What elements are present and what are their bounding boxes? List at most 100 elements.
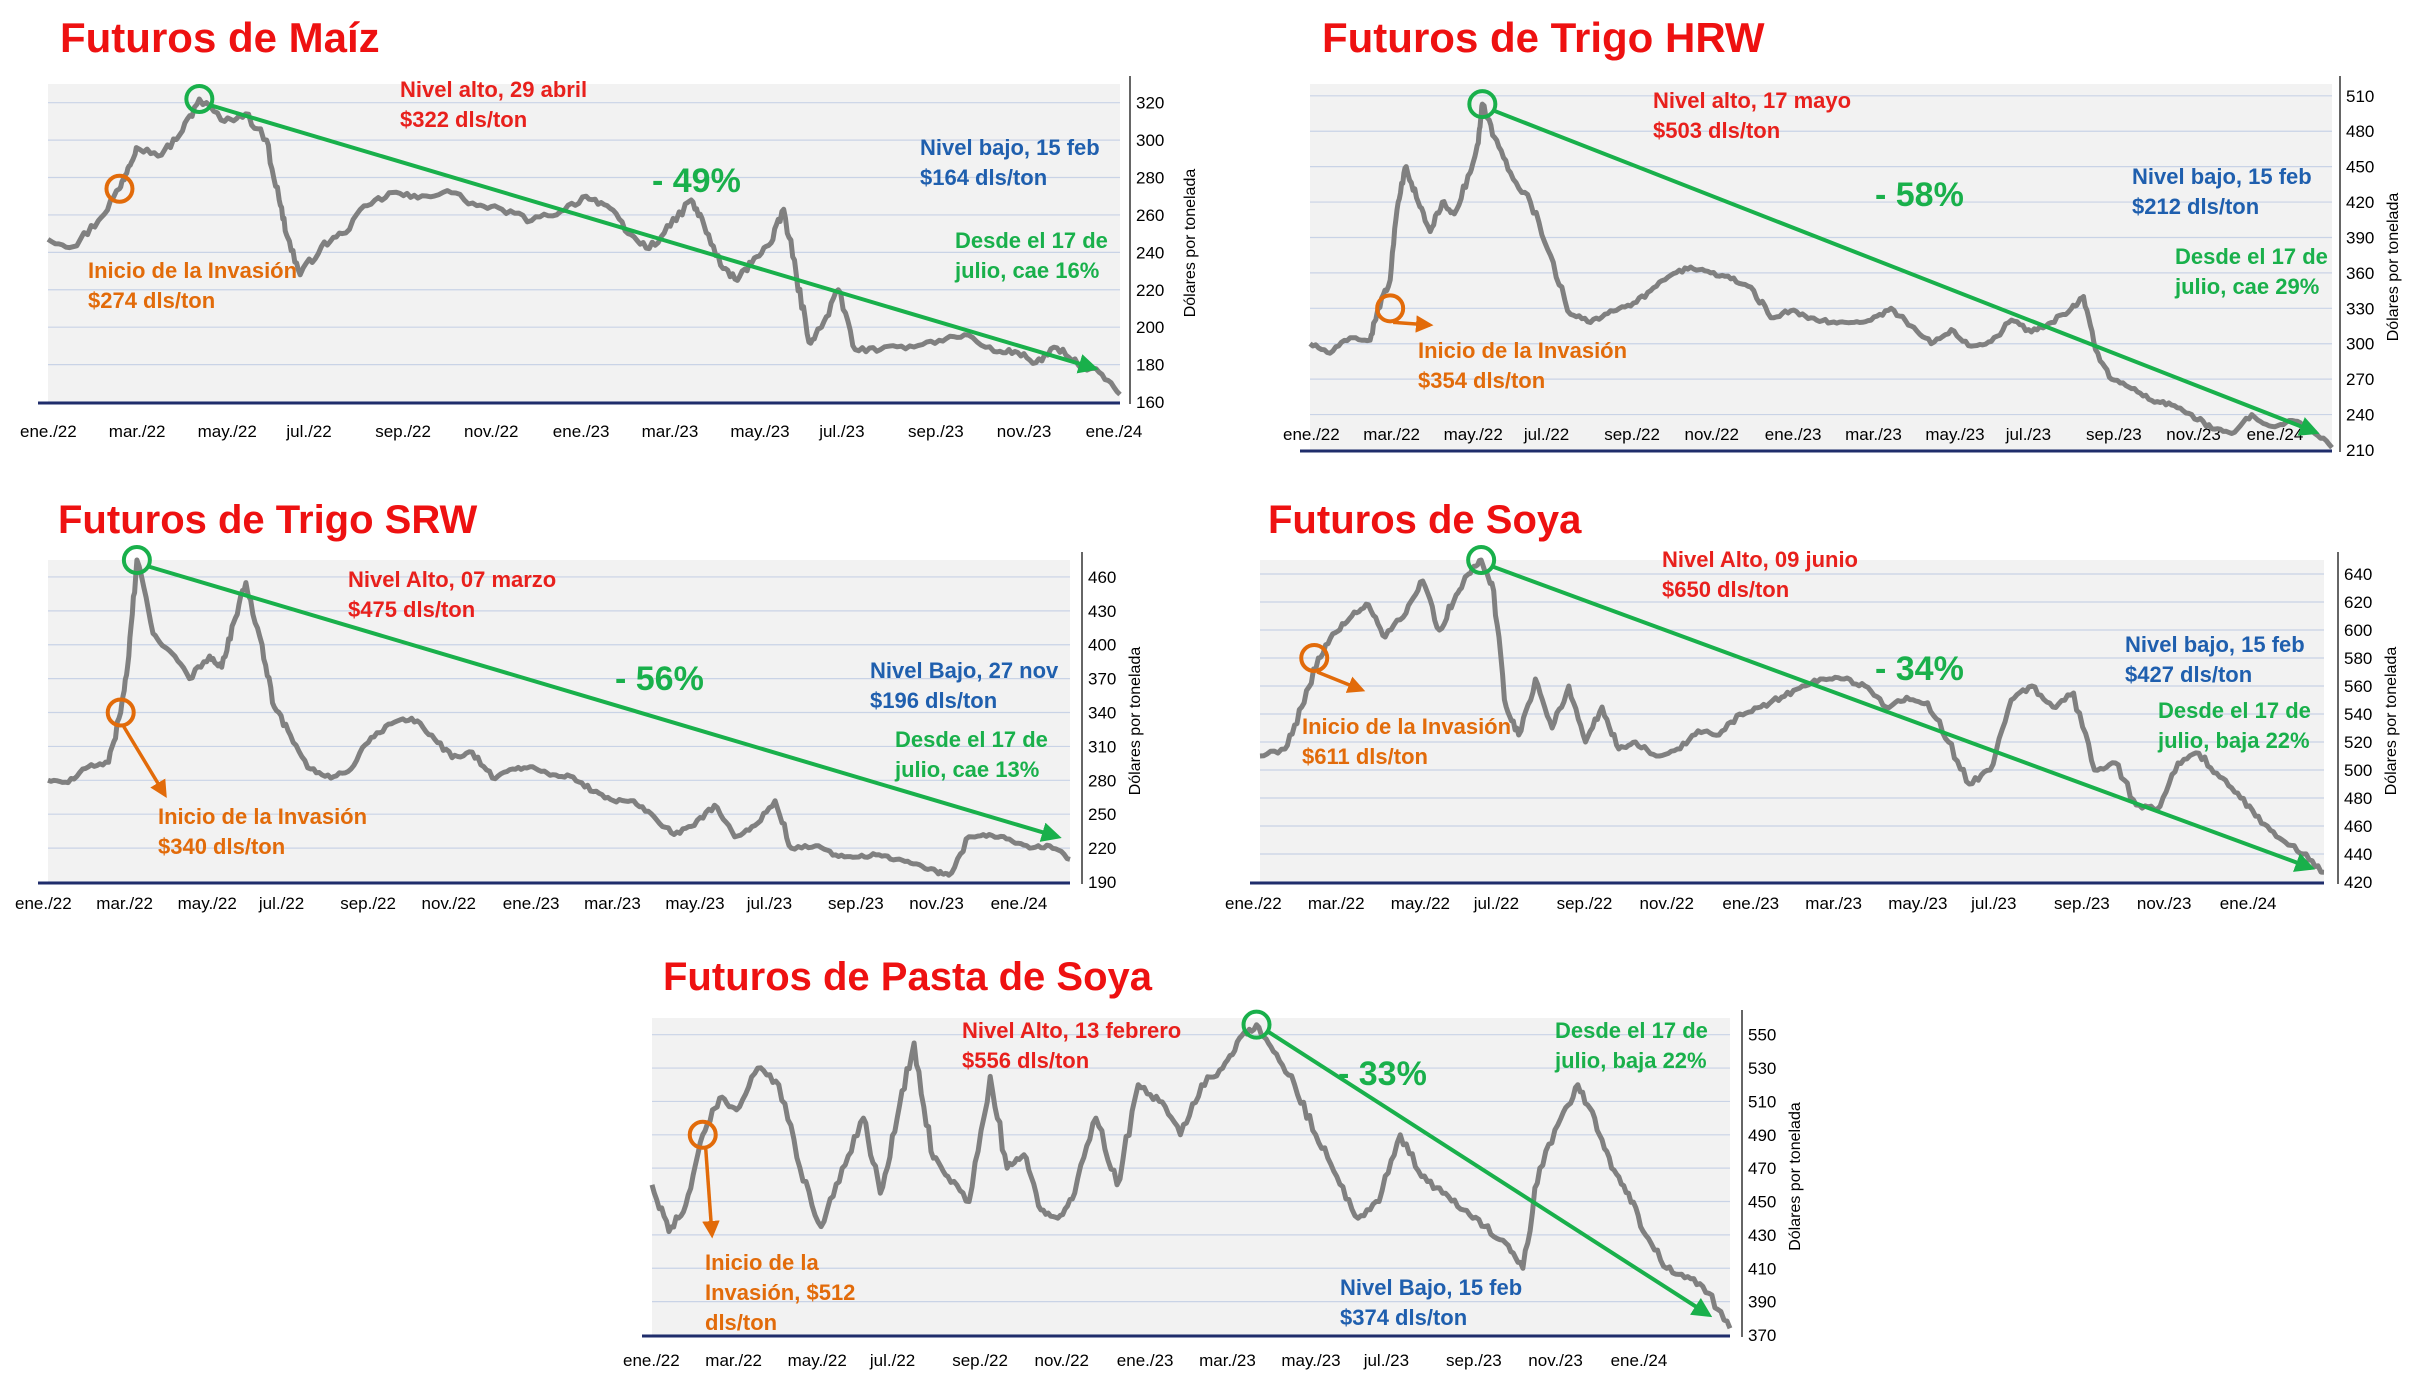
x-tick-label: mar./23: [1805, 894, 1862, 913]
y-tick-label: 260: [1136, 206, 1164, 225]
x-tick-label: may./23: [1281, 1351, 1340, 1370]
x-tick-label: nov./22: [1640, 894, 1695, 913]
plot-area: [652, 1018, 1730, 1335]
y-tick-label: 220: [1088, 839, 1116, 858]
x-tick-label: nov./22: [422, 894, 477, 913]
invasion-marker: [687, 1119, 718, 1150]
y-tick-label: 440: [2344, 845, 2372, 864]
x-tick-label: may./23: [730, 422, 789, 441]
since-july-annotation: Desde el 17 de: [2158, 698, 2311, 723]
y-tick-label: 540: [2344, 705, 2372, 724]
x-tick-label: jul./22: [285, 422, 331, 441]
y-tick-label: 450: [1748, 1193, 1776, 1212]
percent-change-label: - 56%: [615, 660, 704, 698]
x-tick-label: sep./22: [1557, 894, 1613, 913]
y-tick-label: 420: [2344, 873, 2372, 892]
price-series-line: [1259, 557, 2325, 875]
y-tick-label: 370: [1088, 670, 1116, 689]
y-tick-label: 280: [1088, 771, 1116, 790]
y-tick-label: 270: [2346, 370, 2374, 389]
y-tick-label: 410: [1748, 1259, 1776, 1278]
y-tick-label: 420: [2346, 193, 2374, 212]
y-tick-label: 510: [1748, 1092, 1776, 1111]
x-tick-label: nov./22: [464, 422, 519, 441]
high-point-marker: [1466, 545, 1497, 575]
y-tick-label: 470: [1748, 1159, 1776, 1178]
y-tick-label: 280: [1136, 169, 1164, 188]
x-tick-label: nov./23: [997, 422, 1052, 441]
x-tick-label: jul./23: [1970, 894, 2016, 913]
high-annotation: Nivel Alto, 09 junio: [1662, 547, 1858, 572]
y-tick-label: 620: [2344, 593, 2372, 612]
since-july-annotation: Desde el 17 de: [2175, 244, 2328, 269]
trend-arrow: [1265, 1028, 1713, 1318]
since-july-annotation: julio, cae 13%: [894, 757, 1039, 782]
y-tick-label: 370: [1748, 1326, 1776, 1345]
invasion-arrow: [1393, 315, 1434, 333]
x-tick-label: ene./23: [1117, 1351, 1174, 1370]
y-tick-label: 220: [1136, 281, 1164, 300]
low-annotation: Nivel Bajo, 15 feb: [1340, 1275, 1522, 1300]
low-annotation: $212 dls/ton: [2132, 194, 2259, 219]
invasion-marker: [1375, 293, 1406, 324]
price-series-line: [649, 1022, 1733, 1330]
percent-change-label: - 49%: [652, 162, 741, 200]
y-tick-label: 190: [1088, 873, 1116, 892]
trend-arrow: [1490, 564, 2316, 872]
high-annotation: Nivel Alto, 07 marzo: [348, 567, 556, 592]
x-tick-label: jul./22: [1523, 425, 1569, 444]
y-tick-label: 300: [1136, 131, 1164, 150]
percent-change-label: - 34%: [1875, 650, 1964, 688]
y-tick-label: 560: [2344, 677, 2372, 696]
x-tick-label: ene./22: [20, 422, 77, 441]
x-tick-label: may./22: [788, 1351, 847, 1370]
x-tick-label: sep./22: [340, 894, 396, 913]
invasion-annotation: Inicio de la Invasión: [1302, 714, 1511, 739]
invasion-annotation: Inicio de la Invasión: [158, 804, 367, 829]
x-tick-label: ene./22: [1225, 894, 1282, 913]
y-tick-label: 480: [2346, 122, 2374, 141]
x-tick-label: sep./23: [2086, 425, 2142, 444]
trend-arrow: [208, 103, 1099, 374]
high-annotation: $650 dls/ton: [1662, 577, 1789, 602]
high-point-marker: [1467, 89, 1498, 120]
x-tick-label: ene./23: [553, 422, 610, 441]
trend-arrow: [1491, 108, 2320, 436]
invasion-annotation: Invasión, $512: [705, 1280, 855, 1305]
low-annotation: $427 dls/ton: [2125, 662, 2252, 687]
y-tick-label: 390: [1748, 1293, 1776, 1312]
high-point-marker: [184, 83, 215, 114]
y-tick-label: 330: [2346, 299, 2374, 318]
y-tick-label: 600: [2344, 621, 2372, 640]
x-tick-label: ene./23: [1765, 425, 1822, 444]
invasion-marker: [1299, 643, 1330, 673]
x-tick-label: mar./23: [642, 422, 699, 441]
price-series-line: [47, 557, 1071, 878]
high-annotation: $322 dls/ton: [400, 107, 527, 132]
since-july-annotation: julio, baja 22%: [2157, 728, 2310, 753]
y-tick-label: 320: [1136, 94, 1164, 113]
x-tick-label: ene./22: [15, 894, 72, 913]
x-tick-label: jul./23: [1363, 1351, 1409, 1370]
x-tick-label: may./23: [665, 894, 724, 913]
chart-title: Futuros de Pasta de Soya: [663, 955, 1153, 999]
invasion-arrow: [702, 1148, 720, 1239]
x-tick-label: jul./23: [818, 422, 864, 441]
chart-title: Futuros de Trigo SRW: [58, 498, 478, 542]
since-july-annotation: Desde el 17 de: [1555, 1018, 1708, 1043]
low-annotation: $374 dls/ton: [1340, 1305, 1467, 1330]
plot-area: [48, 84, 1120, 402]
chart-2: Futuros de Trigo HRW 210 240 270 300 330 360 39…: [1283, 14, 2402, 460]
x-tick-label: may./22: [198, 422, 257, 441]
x-tick-label: jul./23: [2005, 425, 2051, 444]
y-tick-label: 460: [2344, 817, 2372, 836]
y-tick-label: 210: [2346, 441, 2374, 460]
y-tick-label: 390: [2346, 228, 2374, 247]
x-tick-label: may./23: [1888, 894, 1947, 913]
x-tick-label: mar./22: [96, 894, 153, 913]
since-july-annotation: Desde el 17 de: [895, 727, 1048, 752]
x-tick-label: mar./22: [1308, 894, 1365, 913]
y-tick-label: 490: [1748, 1126, 1776, 1145]
percent-change-label: - 33%: [1338, 1055, 1427, 1093]
